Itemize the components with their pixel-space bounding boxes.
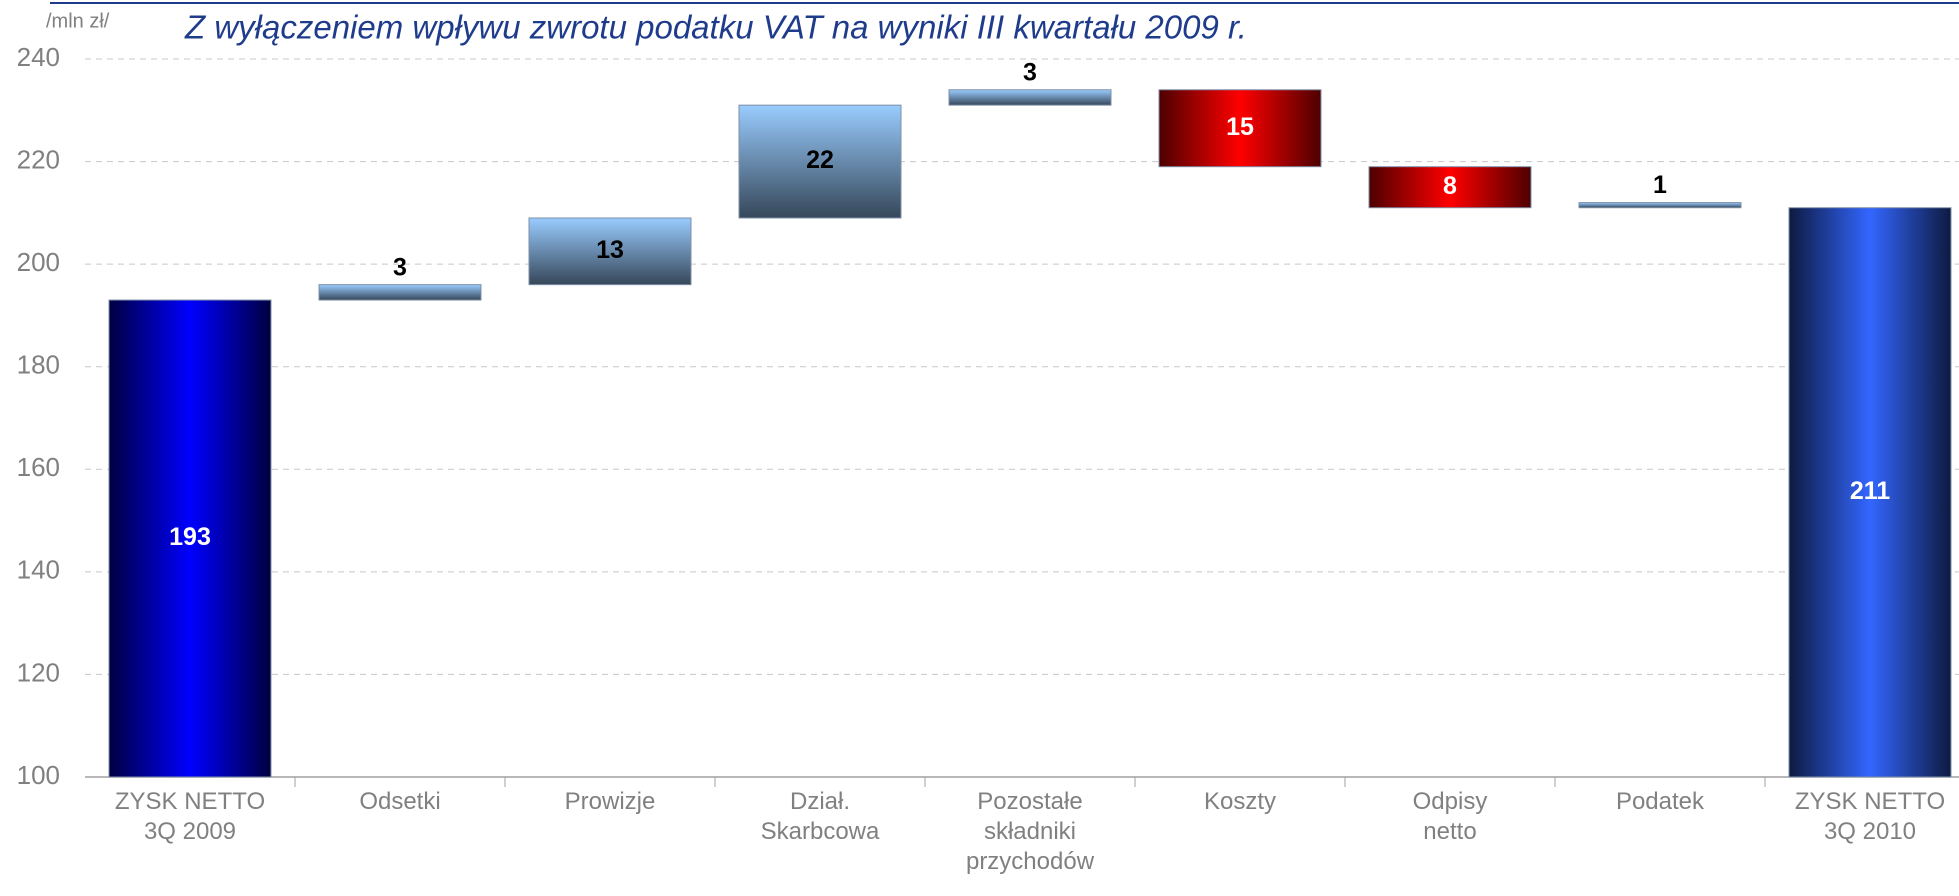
bar [1368,166,1532,209]
bar [108,299,272,778]
value-label: 15 [1226,113,1254,141]
chart-title: Z wyłączeniem wpływu zwrotu podatku VAT … [184,9,1247,46]
y-tick-label: 220 [17,144,60,174]
y-tick-label: 180 [17,350,60,380]
bar [1578,202,1742,209]
y-tick-label: 100 [17,760,60,790]
y-tick-label: 240 [17,42,60,72]
x-tick-label: ZYSK NETTO 3Q 2009 [114,788,266,845]
y-tick-label: 160 [17,452,60,482]
x-tick-label: Pozostałe składniki przychodów [965,788,1095,875]
value-label: 1 [1653,171,1667,199]
x-tick-label: Podatek [1615,788,1705,815]
value-label: 193 [169,523,211,551]
bar [528,217,692,286]
value-label: 13 [596,236,624,264]
x-tick-label: Odpisy netto [1412,788,1488,845]
value-label: 211 [1850,477,1890,505]
x-tick-label: Prowizje [564,788,656,815]
y-tick-label: 200 [17,247,60,277]
y-tick-label: 120 [17,657,60,687]
bar [1788,207,1952,778]
bar [948,89,1112,106]
x-tick-label: Odsetki [359,788,441,815]
value-label: 8 [1443,172,1457,200]
y-tick-label: 140 [17,555,60,585]
value-label: 3 [1023,58,1037,86]
x-tick-label: ZYSK NETTO 3Q 2010 [1794,788,1946,845]
bar [1158,89,1322,168]
unit-label: /mln zł/ [46,10,110,32]
value-label: 3 [393,253,407,281]
value-label: 22 [806,146,834,174]
bar [318,284,482,301]
x-tick-label: Dział. Skarbcowa [760,788,880,845]
x-tick-label: Koszty [1203,788,1277,815]
bar [738,104,902,219]
